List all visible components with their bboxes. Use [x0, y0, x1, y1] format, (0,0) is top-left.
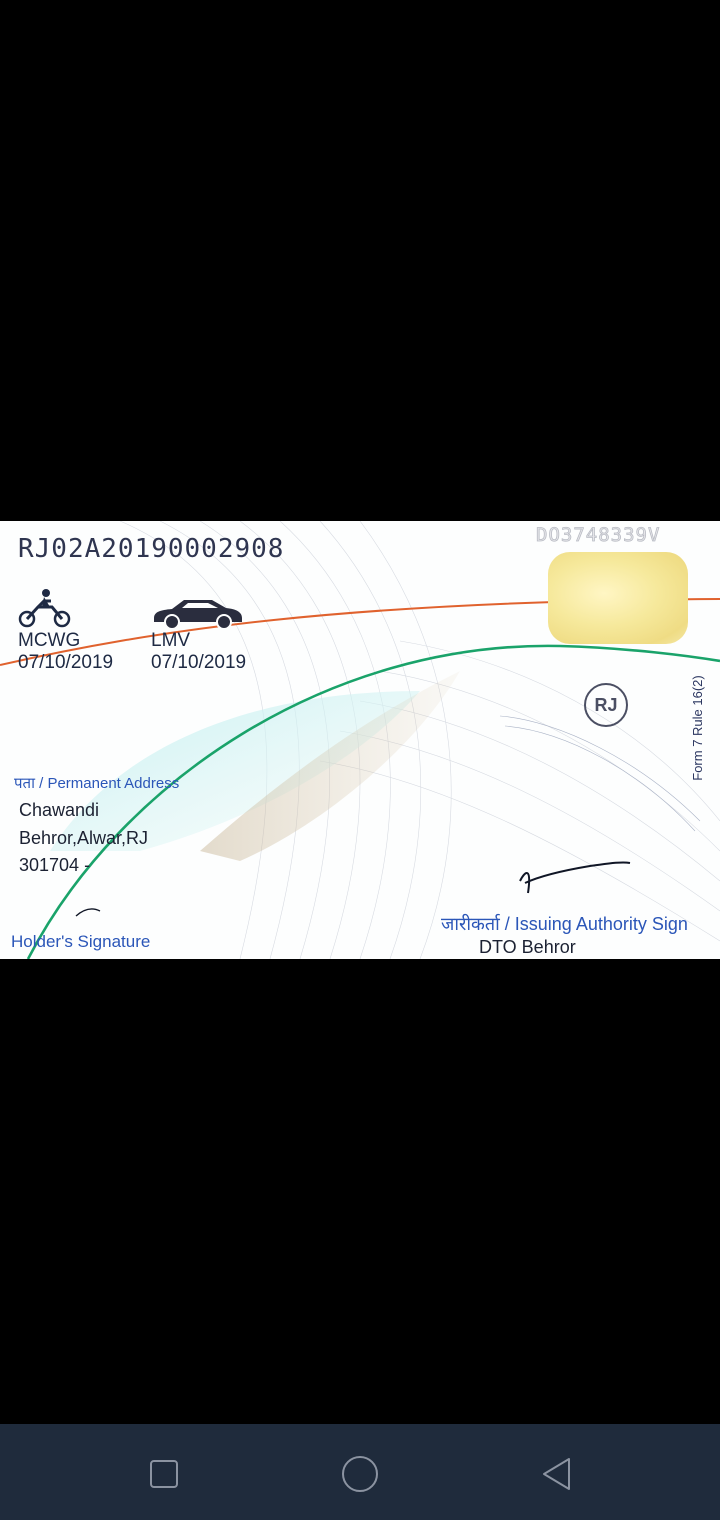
vehicle-class-lmv: LMV [151, 630, 191, 651]
recents-square-icon [150, 1460, 178, 1488]
car-icon [154, 600, 242, 630]
address-line-3: 301704 - [19, 855, 91, 875]
dl-number: RJ02A20190002908 [18, 534, 285, 564]
navigation-bar [0, 1424, 720, 1520]
state-logo: RJ [584, 683, 628, 727]
issuing-authority-label: जारीकर्ता / Issuing Authority Sign [441, 914, 688, 934]
hologram-sticker [548, 552, 688, 644]
back-triangle-icon [543, 1458, 570, 1490]
home-button[interactable] [340, 1454, 380, 1494]
recents-button[interactable] [144, 1454, 184, 1494]
issuing-authority-signature [519, 861, 631, 894]
address-line-2: Behror,Alwar,RJ [19, 828, 149, 848]
vehicle-class-mcwg: MCWG [18, 630, 81, 651]
issuing-office: DTO Behror [479, 937, 576, 957]
holder-signature-mark [75, 908, 101, 917]
home-circle-icon [342, 1456, 378, 1492]
vehicle-class-lmv-date: 07/10/2019 [151, 652, 247, 673]
holder-signature-label: Holder's Signature [11, 932, 151, 951]
form-rule-label: Form 7 Rule 16(2) [690, 675, 705, 781]
address-line-1: Chawandi [19, 800, 100, 820]
back-button[interactable] [536, 1454, 576, 1494]
vehicle-class-mcwg-date: 07/10/2019 [18, 652, 114, 673]
address-heading: पता / Permanent Address [14, 775, 180, 792]
card-serial: DO3748339V [536, 524, 661, 547]
motorcycle-icon [18, 589, 71, 628]
guilloche-background [0, 521, 720, 959]
